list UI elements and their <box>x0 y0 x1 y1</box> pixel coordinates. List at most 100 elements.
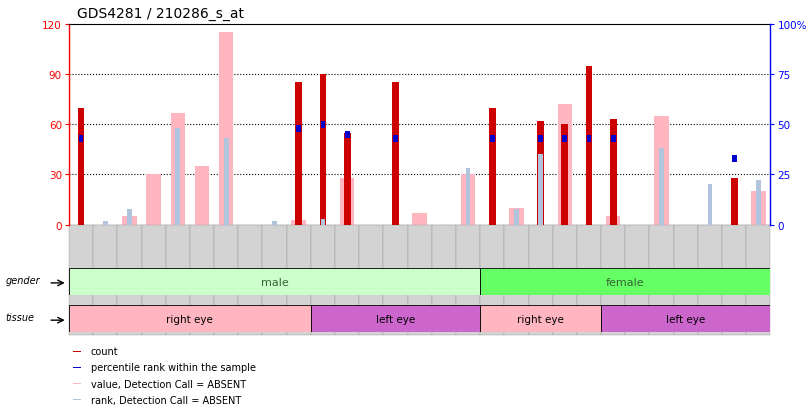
Bar <box>707 185 712 225</box>
Bar <box>731 178 737 225</box>
Bar <box>286 225 311 335</box>
Bar <box>73 383 81 384</box>
Bar <box>553 225 577 335</box>
Bar <box>529 225 553 335</box>
Bar <box>480 268 770 295</box>
Bar <box>606 217 620 225</box>
Bar <box>296 126 301 133</box>
Bar <box>214 225 238 335</box>
Bar <box>165 225 190 335</box>
Bar <box>431 225 456 335</box>
Bar <box>413 214 427 225</box>
Bar <box>408 225 431 335</box>
Bar <box>756 181 761 225</box>
Text: percentile rank within the sample: percentile rank within the sample <box>91 363 255 373</box>
Bar <box>539 135 543 142</box>
Bar <box>320 75 326 225</box>
Bar <box>311 306 480 332</box>
Bar <box>73 367 81 368</box>
Bar <box>466 169 470 225</box>
Bar <box>73 351 81 352</box>
Bar <box>73 399 81 400</box>
Bar <box>295 83 303 225</box>
Bar <box>610 120 616 225</box>
Bar <box>514 209 519 225</box>
Bar <box>69 225 93 335</box>
Bar <box>69 306 311 332</box>
Text: left eye: left eye <box>375 314 415 324</box>
Bar <box>577 225 601 335</box>
Bar <box>122 217 137 225</box>
Bar <box>263 225 286 335</box>
Bar <box>224 139 229 225</box>
Bar <box>650 225 674 335</box>
Text: right eye: right eye <box>166 314 213 324</box>
Bar <box>335 225 359 335</box>
Bar <box>480 306 601 332</box>
Bar <box>103 221 108 225</box>
Text: rank, Detection Call = ABSENT: rank, Detection Call = ABSENT <box>91 395 241 405</box>
Bar <box>509 209 524 225</box>
Bar <box>539 155 543 225</box>
Bar <box>746 225 770 335</box>
Bar <box>586 66 592 225</box>
Bar <box>311 225 335 335</box>
Bar <box>272 221 277 225</box>
Bar <box>558 105 572 225</box>
Bar <box>141 225 165 335</box>
Bar <box>674 225 698 335</box>
Bar <box>78 108 84 225</box>
Bar <box>537 121 544 225</box>
Bar <box>698 225 722 335</box>
Bar <box>238 225 263 335</box>
Bar <box>480 225 504 335</box>
Bar <box>384 225 408 335</box>
Bar <box>601 306 770 332</box>
Bar <box>601 225 625 335</box>
Bar <box>127 209 132 225</box>
Bar <box>146 175 161 225</box>
Text: female: female <box>606 277 645 287</box>
Bar <box>625 225 650 335</box>
Bar <box>340 178 354 225</box>
Bar <box>195 167 209 225</box>
Bar <box>504 225 529 335</box>
Bar <box>79 135 84 142</box>
Bar <box>461 175 475 225</box>
Text: tissue: tissue <box>6 313 35 323</box>
Bar <box>561 125 569 225</box>
Bar <box>562 135 567 142</box>
Bar <box>175 129 180 225</box>
Bar <box>190 225 214 335</box>
Bar <box>393 135 398 142</box>
Bar <box>654 116 669 225</box>
Bar <box>93 225 118 335</box>
Bar <box>219 33 234 225</box>
Bar <box>722 225 746 335</box>
Text: gender: gender <box>6 275 40 285</box>
Bar <box>392 83 399 225</box>
Bar <box>456 225 480 335</box>
Bar <box>659 149 664 225</box>
Bar <box>291 220 306 225</box>
Bar <box>345 131 350 138</box>
Bar <box>490 135 495 142</box>
Bar <box>344 133 350 225</box>
Bar <box>170 113 185 225</box>
Text: count: count <box>91 347 118 356</box>
Bar <box>320 121 325 128</box>
Bar <box>320 219 325 225</box>
Bar <box>69 268 480 295</box>
Bar <box>489 108 496 225</box>
Bar <box>732 155 736 162</box>
Bar <box>359 225 384 335</box>
Text: right eye: right eye <box>517 314 564 324</box>
Text: GDS4281 / 210286_s_at: GDS4281 / 210286_s_at <box>77 7 244 21</box>
Bar <box>118 225 141 335</box>
Bar <box>751 192 766 225</box>
Text: value, Detection Call = ABSENT: value, Detection Call = ABSENT <box>91 379 246 389</box>
Text: male: male <box>260 277 289 287</box>
Bar <box>611 135 616 142</box>
Text: left eye: left eye <box>666 314 706 324</box>
Bar <box>586 135 591 142</box>
